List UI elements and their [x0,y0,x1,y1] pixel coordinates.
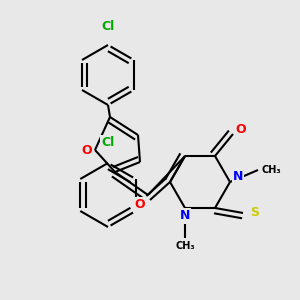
Text: CH₃: CH₃ [261,165,280,175]
Text: N: N [233,170,243,184]
Text: N: N [180,209,190,223]
Text: O: O [135,199,145,212]
Text: Cl: Cl [101,136,115,149]
Text: Cl: Cl [101,20,115,34]
Text: CH₃: CH₃ [175,241,195,251]
Text: S: S [250,206,260,220]
Text: O: O [236,122,246,136]
Text: O: O [82,143,92,157]
